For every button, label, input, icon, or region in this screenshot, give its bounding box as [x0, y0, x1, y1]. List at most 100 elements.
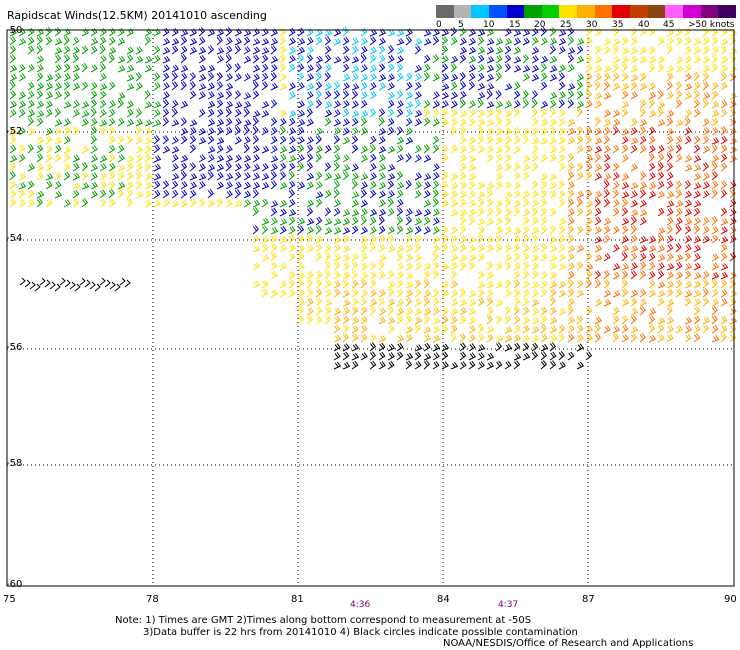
wind-barb	[621, 270, 629, 280]
wind-barb	[603, 234, 611, 244]
wind-barb	[432, 118, 440, 127]
wind-barb	[54, 283, 61, 292]
wind-barb	[513, 108, 520, 118]
wind-barb	[549, 37, 558, 46]
wind-barb	[18, 182, 27, 190]
wind-barb	[477, 72, 485, 82]
wind-barb	[531, 326, 540, 334]
wind-barb	[450, 81, 458, 91]
wind-barb	[198, 181, 206, 190]
wind-barb	[603, 145, 611, 154]
wind-barb	[54, 190, 63, 199]
wind-barb	[441, 153, 449, 163]
wind-barb	[405, 262, 414, 271]
wind-barb	[558, 153, 566, 163]
wind-barb	[234, 37, 243, 46]
wind-barb	[252, 145, 260, 154]
wind-barb	[612, 27, 620, 37]
wind-barb	[333, 307, 342, 316]
wind-barb	[504, 198, 512, 208]
wind-barb	[153, 144, 161, 154]
wind-barb	[621, 128, 630, 136]
wind-barb	[657, 324, 665, 334]
wind-barb	[621, 173, 630, 181]
wind-barb	[189, 181, 198, 190]
wind-barb	[675, 135, 683, 145]
wind-barb	[342, 164, 351, 172]
wind-barb	[693, 272, 702, 280]
wind-barb	[711, 100, 720, 109]
wind-barb	[333, 90, 341, 100]
wind-barb	[540, 280, 548, 289]
wind-barb	[252, 64, 261, 73]
wind-barb	[369, 144, 376, 154]
wind-barb	[234, 136, 242, 145]
wind-barb	[711, 154, 720, 163]
wind-barb	[630, 297, 638, 307]
wind-barb	[324, 279, 332, 289]
wind-barb	[180, 127, 188, 136]
wind-barb	[333, 324, 341, 334]
wind-barb	[351, 280, 359, 289]
wind-barb	[531, 342, 539, 352]
wind-barb	[603, 173, 612, 181]
wind-barb	[477, 281, 486, 289]
wind-barb	[306, 172, 315, 181]
wind-barb	[270, 289, 278, 298]
wind-barb	[432, 252, 439, 262]
wind-barb	[243, 172, 251, 181]
wind-barb	[378, 136, 386, 145]
legend-label: 20	[534, 20, 546, 30]
wind-barb	[477, 297, 485, 307]
wind-barb	[648, 334, 657, 343]
wind-barb	[603, 217, 612, 226]
wind-barb	[594, 56, 603, 64]
wind-barb	[315, 225, 322, 235]
wind-barb	[639, 171, 647, 181]
wind-barb	[531, 73, 540, 82]
wind-barb	[486, 101, 495, 109]
wind-barb	[39, 277, 46, 286]
wind-barb	[153, 109, 161, 118]
wind-barb	[504, 191, 513, 199]
wind-barb	[450, 333, 457, 343]
wind-barb	[459, 171, 467, 181]
wind-barb	[567, 208, 575, 217]
wind-barb	[279, 45, 287, 55]
lat-label: -54	[6, 233, 23, 244]
wind-barb	[729, 297, 737, 307]
wind-barb	[387, 245, 396, 253]
wind-barb	[441, 73, 449, 82]
wind-barb	[351, 100, 359, 109]
wind-barb	[495, 54, 503, 64]
wind-barb	[531, 153, 538, 163]
wind-barb	[54, 119, 63, 127]
wind-barb	[324, 45, 332, 55]
wind-barb	[639, 126, 647, 136]
wind-barb	[477, 191, 486, 199]
wind-barb	[90, 37, 99, 46]
wind-barb	[621, 47, 630, 55]
time-label: 4:36	[350, 600, 371, 610]
wind-barb	[109, 281, 116, 290]
wind-barb	[360, 73, 368, 82]
wind-barb	[468, 325, 476, 334]
wind-barb	[441, 343, 450, 352]
wind-barb	[54, 171, 62, 181]
wind-barb	[666, 171, 674, 181]
wind-barb	[702, 55, 711, 64]
wind-barb	[513, 252, 521, 262]
wind-barb	[351, 65, 360, 73]
wind-barb	[342, 209, 351, 217]
wind-barb	[513, 306, 520, 316]
wind-barb	[477, 324, 484, 334]
wind-barb	[54, 72, 62, 82]
wind-barb	[288, 46, 297, 55]
wind-barb	[684, 116, 691, 127]
wind-barb	[720, 226, 728, 235]
wind-barb	[459, 90, 467, 100]
wind-barb	[9, 100, 18, 109]
wind-barb	[549, 55, 558, 64]
wind-barb	[9, 36, 17, 46]
wind-barb	[423, 307, 432, 316]
